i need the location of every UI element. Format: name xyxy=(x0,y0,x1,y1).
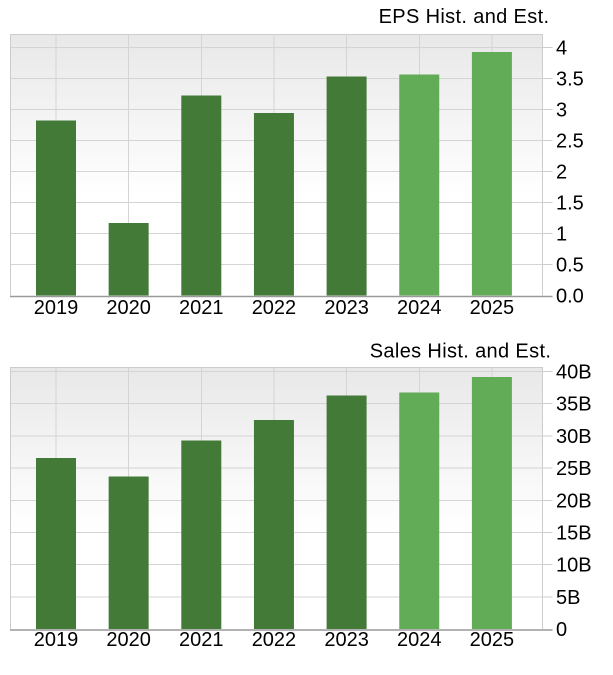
svg-text:2025: 2025 xyxy=(470,297,515,319)
svg-text:2023: 2023 xyxy=(324,629,369,651)
svg-text:0.5: 0.5 xyxy=(556,255,584,277)
svg-text:Sales Hist. and Est.: Sales Hist. and Est. xyxy=(370,341,552,363)
svg-text:25B: 25B xyxy=(556,458,592,480)
svg-text:2.5: 2.5 xyxy=(556,131,584,153)
svg-text:0: 0 xyxy=(556,619,567,641)
svg-text:4: 4 xyxy=(556,38,567,60)
svg-text:2022: 2022 xyxy=(252,629,297,651)
svg-text:20B: 20B xyxy=(556,490,592,512)
svg-text:1.5: 1.5 xyxy=(556,193,584,215)
svg-text:2021: 2021 xyxy=(179,629,224,651)
svg-text:3.5: 3.5 xyxy=(556,69,584,91)
svg-text:40B: 40B xyxy=(556,362,592,384)
svg-text:5B: 5B xyxy=(556,587,580,609)
svg-text:2020: 2020 xyxy=(106,629,151,651)
svg-text:2024: 2024 xyxy=(397,629,442,651)
svg-text:2020: 2020 xyxy=(106,297,151,319)
svg-text:10B: 10B xyxy=(556,555,592,577)
svg-text:1: 1 xyxy=(556,224,567,246)
svg-text:2023: 2023 xyxy=(324,297,369,319)
svg-text:2019: 2019 xyxy=(34,629,79,651)
svg-text:3: 3 xyxy=(556,100,567,122)
svg-text:35B: 35B xyxy=(556,394,592,416)
svg-text:15B: 15B xyxy=(556,523,592,545)
svg-text:2021: 2021 xyxy=(179,297,224,319)
svg-text:2022: 2022 xyxy=(252,297,297,319)
svg-text:2019: 2019 xyxy=(34,297,79,319)
svg-text:EPS Hist. and Est.: EPS Hist. and Est. xyxy=(379,6,550,28)
svg-text:30B: 30B xyxy=(556,426,592,448)
svg-text:2: 2 xyxy=(556,162,567,184)
svg-text:0.0: 0.0 xyxy=(556,286,584,308)
svg-text:2025: 2025 xyxy=(470,629,515,651)
svg-text:2024: 2024 xyxy=(397,297,442,319)
